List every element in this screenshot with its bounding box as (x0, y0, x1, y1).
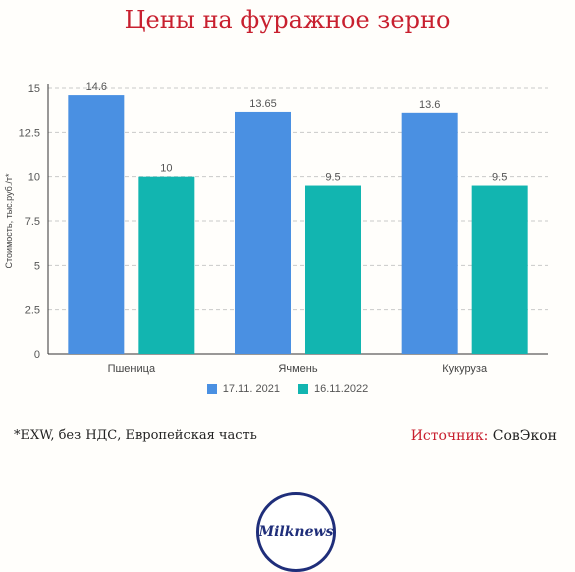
y-tick-label: 2.5 (25, 305, 40, 317)
legend-item-series-1[interactable]: 17.11. 2021 (206, 383, 281, 395)
legend-label-series-1: 17.11. 2021 (222, 383, 281, 395)
y-tick-label: 0 (34, 349, 40, 361)
data-label: 13.6 (419, 99, 440, 111)
footnote: *EXW, без НДС, Европейская часть (14, 428, 257, 443)
data-label: 13.65 (249, 98, 277, 110)
logo-text: Milknews (258, 524, 334, 540)
x-tick-label: Ячмень (278, 363, 317, 375)
data-label: 14.6 (86, 81, 107, 93)
legend-swatch-series-1 (206, 384, 217, 394)
bar-chart: 0 2.5 5 7.5 10 12.5 15 Стоимость, тыс.руб./т* 14… (4, 81, 548, 375)
x-tick-label: Пшеница (108, 363, 156, 375)
legend-swatch-series-2 (298, 384, 309, 394)
data-label: 9.5 (492, 172, 507, 184)
bar (138, 176, 195, 354)
chart-legend: 17.11. 2021 16.11.2022 (0, 383, 575, 395)
chart-title: Цены на фуражное зерно (124, 6, 451, 34)
y-tick-label: 7.5 (25, 216, 40, 228)
y-tick-label: 10 (28, 172, 40, 184)
legend-item-series-2[interactable]: 16.11.2022 (298, 383, 368, 395)
bar (305, 185, 361, 354)
bar (68, 95, 125, 355)
data-label: 10 (160, 163, 172, 175)
y-tick-label: 12.5 (19, 127, 40, 139)
y-tick-label: 15 (28, 83, 40, 95)
source-label: Источник: (410, 428, 489, 444)
legend-label-series-2: 16.11.2022 (314, 383, 369, 395)
milknews-logo: Milknews (256, 492, 336, 572)
data-label: 9.5 (325, 172, 340, 184)
x-tick-label: Кукуруза (442, 363, 488, 375)
source-value: СовЭкон (492, 428, 557, 444)
bar (401, 112, 458, 355)
source-credit: Источник: СовЭкон (411, 428, 557, 444)
y-axis-label: Стоимость, тыс.руб./т* (4, 173, 14, 268)
y-tick-label: 5 (34, 260, 40, 272)
bar (471, 185, 528, 354)
bar (235, 111, 291, 354)
